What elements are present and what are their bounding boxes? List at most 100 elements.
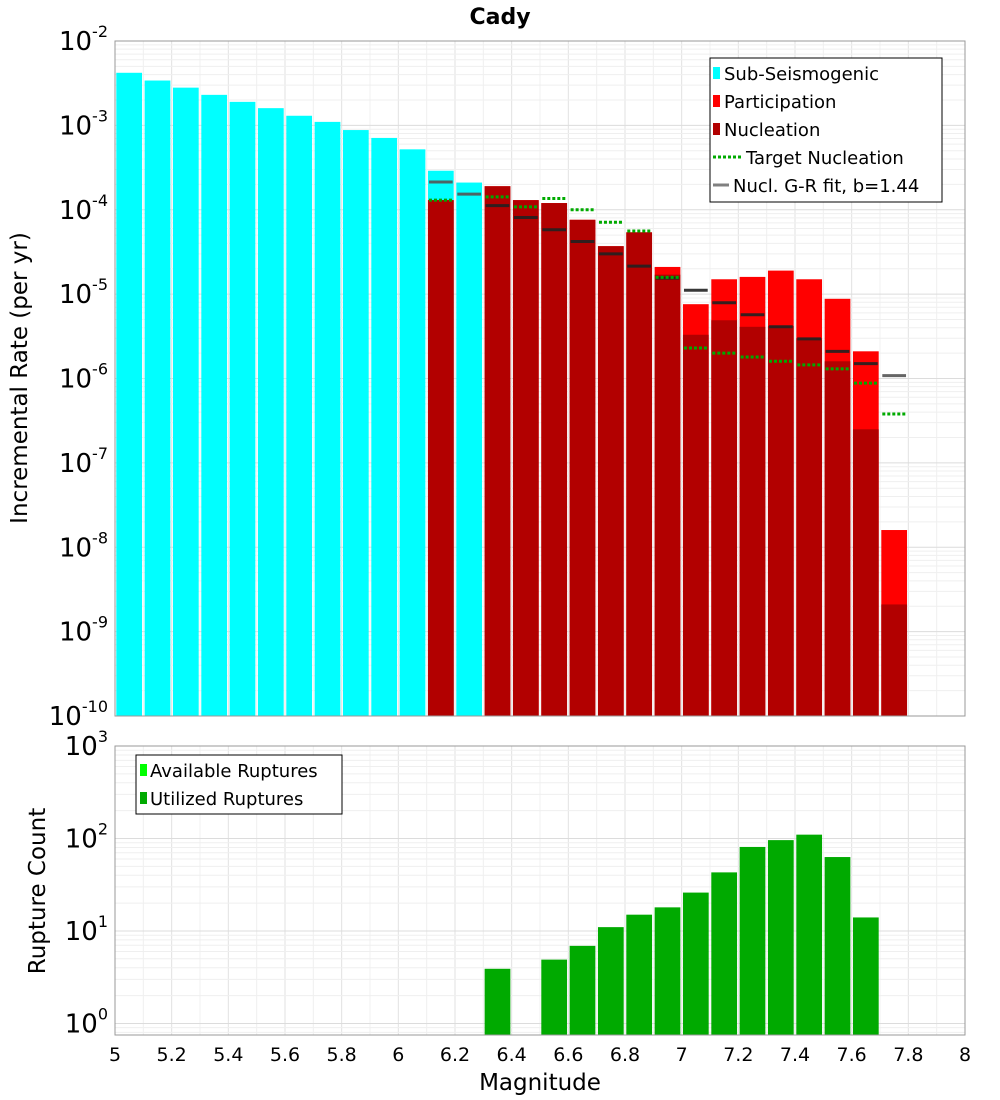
bar-nucleation [881,604,908,716]
legend-label-gr-fit: Nucl. G-R fit, b=1.44 [733,176,919,197]
bar-sub-seismogenic [371,137,398,717]
rate-y-tick-label: 10-9 [59,613,108,648]
count-bars [484,834,879,1035]
bar-utilized-ruptures [682,892,709,1035]
count-y-tick-label: 102 [65,819,108,854]
x-tick-label: 7.2 [723,1044,753,1066]
bar-sub-seismogenic [172,87,199,716]
count-legend: Available Ruptures Utilized Ruptures [135,754,343,815]
x-tick-label: 5 [109,1044,121,1066]
bar-sub-seismogenic [116,72,143,717]
bar-utilized-ruptures [796,834,823,1035]
bar-nucleation [654,274,681,716]
x-tick-label: 8 [959,1044,971,1066]
legend-label-nucleation: Nucleation [724,120,820,141]
bar-sub-seismogenic [201,94,228,716]
bar-nucleation [739,326,766,716]
chart-title: Cady [469,5,530,30]
bar-nucleation [569,219,596,717]
bar-nucleation [541,203,568,716]
x-tick-label: 5.8 [327,1044,357,1066]
count-y-tick-label: 101 [65,912,108,947]
x-tick-label: 5.4 [213,1044,243,1066]
x-tick-label: 7.8 [893,1044,923,1066]
bar-nucleation [597,246,624,716]
rate-line-marks [428,180,907,416]
rate-y-tick-label: 10-6 [59,360,108,395]
legend-label-target-nucleation: Target Nucleation [745,148,904,169]
bar-nucleation [427,200,454,716]
count-y-tick-label: 103 [65,727,108,762]
x-tick-label: 6.2 [440,1044,470,1066]
bar-sub-seismogenic [456,182,483,716]
x-tick-label: 6.8 [610,1044,640,1066]
x-tick-label: 6.4 [497,1044,527,1066]
bar-nucleation [824,361,851,716]
x-tick-label: 7.6 [837,1044,867,1066]
bar-nucleation [796,338,823,716]
legend-label-utilized-ruptures: Utilized Ruptures [150,789,303,810]
bar-utilized-ruptures [767,840,794,1035]
x-tick-label: 5.2 [157,1044,187,1066]
bar-sub-seismogenic [229,101,256,716]
bar-sub-seismogenic [314,121,341,716]
rate-y-tick-label: 10-10 [49,697,108,732]
bar-utilized-ruptures [484,968,511,1035]
bar-utilized-ruptures [541,959,568,1035]
rate-legend-box [709,57,943,203]
legend-swatch-available-ruptures [140,764,147,776]
bar-nucleation [512,200,539,716]
count-legend-box [135,754,343,815]
bar-utilized-ruptures [569,945,596,1035]
bar-nucleation [767,325,794,716]
bar-utilized-ruptures [711,872,738,1035]
bar-nucleation [484,186,511,716]
legend-swatch-participation [713,95,720,107]
bar-utilized-ruptures [626,914,653,1035]
rate-legend: Sub-Seismogenic Participation Nucleation… [709,57,943,203]
rate-y-tick-label: 10-7 [59,444,108,479]
legend-swatch-nucleation [713,123,720,135]
x-tick-label: 7.4 [780,1044,810,1066]
bar-utilized-ruptures [597,927,624,1035]
x-tick-label: 6 [392,1044,404,1066]
x-tick-label: 5.6 [270,1044,300,1066]
bar-sub-seismogenic [286,115,313,716]
bar-sub-seismogenic [144,80,171,716]
bar-nucleation [682,334,709,716]
x-tick-label: 7 [676,1044,688,1066]
rate-y-tick-label: 10-4 [59,191,108,226]
x-ticks: 5 5.2 5.4 5.6 5.8 6 6.2 6.4 6.6 6.8 7 7.2 7.4 7.6 7.8 8 [109,1044,971,1066]
rate-y-tick-label: 10-8 [59,528,108,563]
rate-y-ticks: 10-10 10-9 10-8 10-7 10-6 10-5 10-4 10-3 10-2 [49,22,108,732]
x-tick-label: 6.6 [553,1044,583,1066]
rate-bars [116,72,908,717]
legend-label-participation: Participation [724,92,836,113]
legend-label-available-ruptures: Available Ruptures [150,761,318,782]
bar-nucleation [711,320,738,716]
count-y-ticks: 100 101 102 103 [65,727,108,1039]
rate-y-tick-label: 10-2 [59,22,108,57]
count-plot-frame [114,745,966,1036]
rate-y-axis-label: Incremental Rate (per yr) [7,232,33,524]
rate-plot-frame [114,40,966,717]
bar-utilized-ruptures [824,857,851,1035]
bar-utilized-ruptures [852,917,879,1035]
rate-y-tick-label: 10-3 [59,106,108,141]
bar-sub-seismogenic [342,130,369,717]
bar-sub-seismogenic [399,149,426,716]
rate-y-tick-label: 10-5 [59,275,108,310]
legend-swatch-sub-seismogenic [713,67,720,79]
count-y-axis-label: Rupture Count [25,808,51,974]
bar-utilized-ruptures [739,846,766,1035]
bar-sub-seismogenic [257,108,284,717]
bar-utilized-ruptures [654,907,681,1035]
count-y-tick-label: 100 [65,1004,108,1039]
x-axis-label: Magnitude [479,1070,601,1096]
count-panel: 100 101 102 103 5 5.2 5.4 5.6 5.8 6 6.2 6.4 6.6 6.8 7… [25,727,971,1096]
legend-label-sub-seismogenic: Sub-Seismogenic [724,64,879,85]
bar-nucleation [852,429,879,716]
rate-panel: 10-10 10-9 10-8 10-7 10-6 10-5 10-4 10-3 10-2 In… [7,22,966,732]
legend-swatch-utilized-ruptures [140,792,147,804]
